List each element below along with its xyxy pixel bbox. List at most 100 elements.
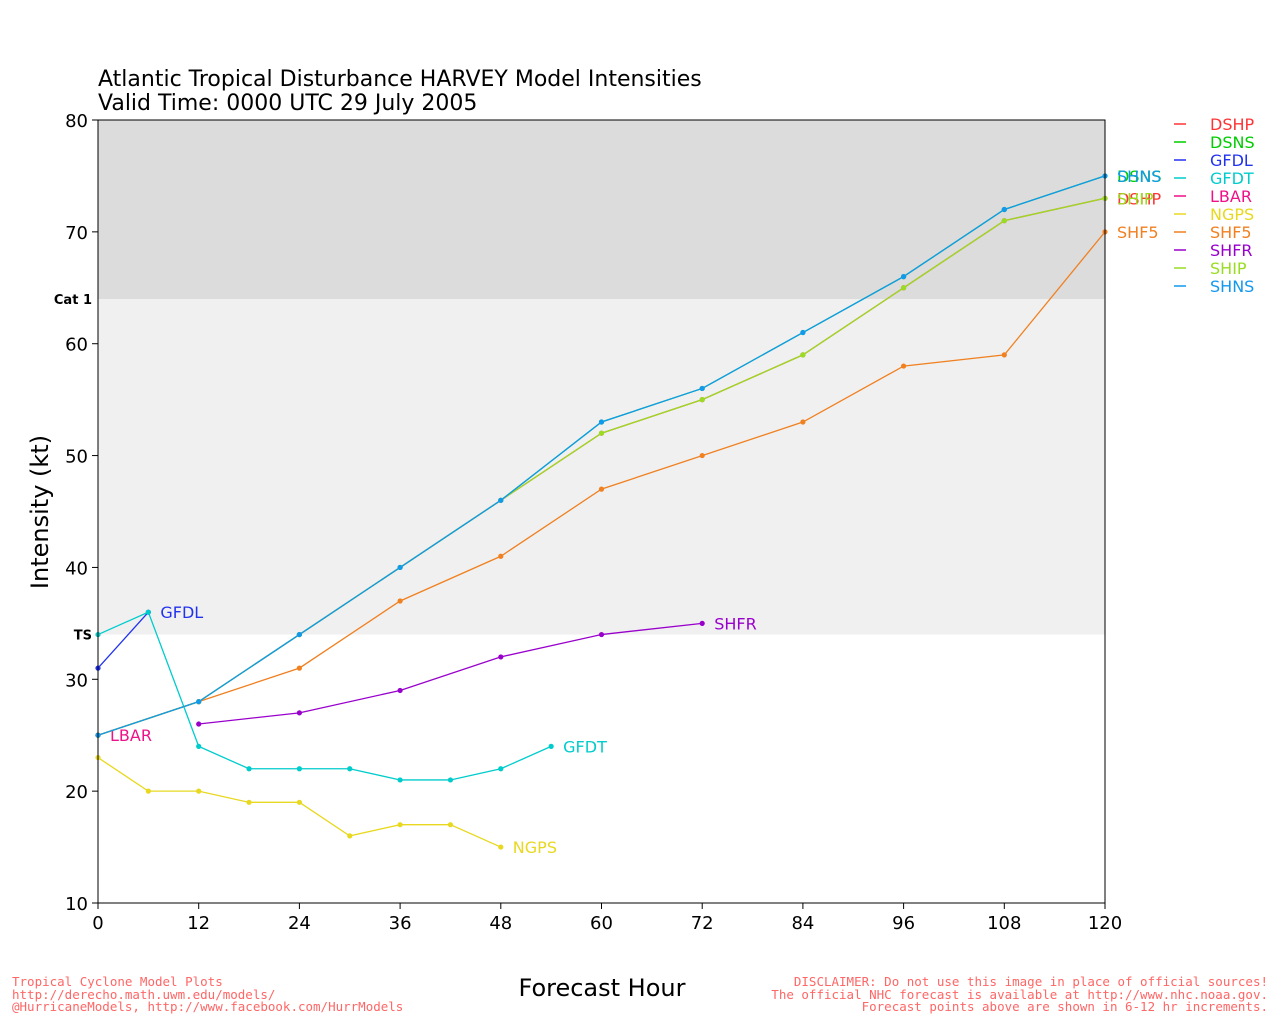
data-point: [699, 385, 705, 392]
data-point: [800, 329, 806, 336]
data-point: [196, 788, 202, 794]
footer-credit-line: http://derecho.math.uwm.edu/models/: [12, 986, 276, 1002]
x-tick-label: 36: [389, 913, 412, 934]
data-point: [196, 743, 202, 750]
series-end-label: SHF5: [1117, 223, 1159, 242]
y-tick-label: 70: [65, 223, 88, 244]
band-label: TS: [74, 629, 92, 644]
series-lines: DSHP DSNS GFDL GFDT LBAR NGPS SHF5 SHFR SHIP SHNS: [95, 167, 1162, 857]
footer-credit-line: Tropical Cyclone Model Plots: [12, 974, 223, 989]
x-tick-label: 12: [187, 913, 210, 934]
series-end-label: DSNS: [1117, 167, 1162, 186]
x-tick-label: 0: [92, 913, 103, 934]
legend-label: SHNS: [1210, 277, 1254, 296]
data-point: [800, 419, 806, 425]
legend-label: GFDT: [1210, 169, 1254, 188]
data-point: [1001, 352, 1007, 358]
data-point: [447, 822, 454, 828]
data-point: [800, 352, 806, 358]
data-point: [196, 721, 202, 727]
intensity-bands: TS Cat 1: [54, 120, 1105, 644]
footer-disclaimer-line: Forecast points above are shown in 6-12 …: [861, 999, 1268, 1014]
data-point: [699, 620, 705, 626]
data-point: [498, 497, 504, 503]
x-tick-label: 120: [1088, 913, 1122, 934]
legend-label: SHFR: [1210, 241, 1253, 260]
data-point: [296, 631, 302, 638]
y-tick-label: 40: [65, 558, 88, 579]
series-end-label: NGPS: [513, 838, 557, 857]
series-line: [97, 611, 552, 781]
band-label: Cat 1: [54, 293, 92, 308]
chart-subtitle: Valid Time: 0000 UTC 29 July 2005: [98, 91, 477, 116]
footer-disclaimer-line: DISCLAIMER: Do not use this image in pla…: [793, 974, 1268, 989]
x-tick-label: 84: [791, 913, 814, 934]
series-end-label: LBAR: [110, 726, 152, 745]
data-point: [296, 665, 302, 671]
x-axis-label: Forecast Hour: [519, 974, 686, 1002]
x-tick-label: 108: [987, 913, 1021, 934]
y-tick-label: 30: [65, 670, 88, 691]
legend-label: GFDL: [1210, 151, 1253, 170]
data-point: [246, 766, 252, 772]
data-point: [347, 833, 353, 839]
footer-disclaimer: DISCLAIMER: Do not use this image in pla…: [771, 974, 1268, 1014]
y-tick-label: 20: [65, 782, 88, 803]
series-end-label: SHIP: [1117, 189, 1154, 208]
series-end-label: GFDT: [563, 737, 607, 756]
y-tick-label: 80: [65, 111, 88, 132]
data-point: [145, 788, 151, 794]
chart-title: Atlantic Tropical Disturbance HARVEY Mod…: [98, 67, 702, 92]
legend-label: DSNS: [1210, 133, 1255, 152]
data-point: [901, 274, 907, 280]
series-end-label: DSHP: [1117, 189, 1162, 208]
series-end-label: SHNS: [1117, 167, 1161, 186]
x-tick-label: 96: [892, 913, 915, 934]
data-point: [901, 285, 907, 291]
legend-label: SHF5: [1210, 223, 1252, 242]
series-shfr: SHFR: [196, 614, 757, 727]
data-point: [598, 486, 605, 492]
x-tick-label: 48: [489, 913, 512, 934]
series-end-label: GFDL: [160, 603, 203, 622]
series-lbar: LBAR: [95, 726, 152, 745]
data-point: [447, 777, 454, 783]
legend-label: DSHP: [1210, 115, 1255, 134]
data-point: [397, 777, 403, 783]
data-point: [498, 654, 504, 660]
legend-label: SHIP: [1210, 259, 1247, 278]
footer-credit-line: @HurricaneModels, http://www.facebook.co…: [12, 999, 404, 1014]
data-point: [246, 799, 252, 805]
data-point: [699, 397, 705, 403]
y-tick-label: 60: [65, 335, 88, 356]
series-ngps: NGPS: [95, 754, 557, 857]
data-point: [548, 743, 554, 750]
data-point: [397, 687, 403, 694]
y-axis-label: Intensity (kt): [26, 435, 54, 589]
data-point: [145, 609, 151, 615]
data-point: [397, 822, 403, 828]
footer-disclaimer-line: The official NHC forecast is available a…: [771, 986, 1268, 1002]
x-tick-label: 60: [590, 913, 613, 934]
footer-credits: Tropical Cyclone Model Plots http://dere…: [12, 974, 404, 1014]
series-shf5: SHF5: [95, 223, 1159, 738]
legend-label: LBAR: [1210, 187, 1252, 206]
data-point: [498, 553, 504, 559]
data-point: [296, 766, 302, 772]
data-point: [699, 452, 705, 459]
x-tick-label: 24: [288, 913, 311, 934]
data-point: [598, 631, 605, 638]
series-end-label: SHFR: [714, 614, 757, 633]
y-tick-label: 10: [65, 894, 88, 915]
data-point: [498, 766, 504, 772]
band-ts: [98, 298, 1105, 635]
series-line: [97, 611, 149, 669]
axes: 10 20 30 40 50 60 70 80 0 12 24 36 48 60 72 84 96 108 120: [65, 111, 1122, 934]
data-point: [347, 766, 353, 772]
data-point: [598, 430, 605, 436]
data-point: [1001, 218, 1007, 224]
series-gfdt: GFDT: [95, 609, 607, 783]
data-point: [1001, 206, 1007, 213]
x-tick-label: 72: [691, 913, 714, 934]
